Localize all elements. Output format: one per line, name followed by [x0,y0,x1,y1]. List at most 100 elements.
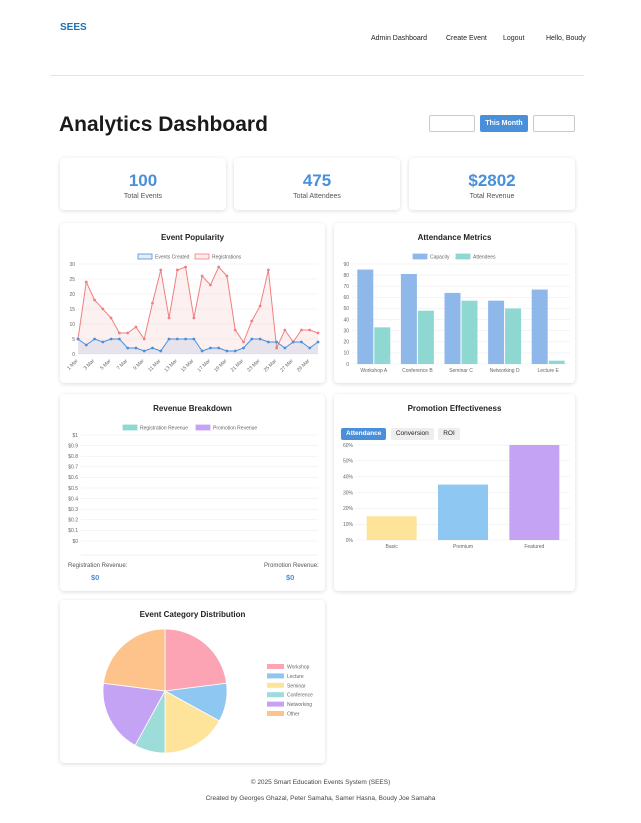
registrations-point [233,328,237,332]
legend-swatch [195,424,211,431]
x-tick-label: 15 Mar [180,358,195,373]
footer-copyright: © 2025 Smart Education Events System (SE… [250,779,391,786]
events-point [93,337,96,341]
registrations-point [275,346,279,350]
x-tick-label: Featured [524,544,544,550]
events-point [167,337,171,341]
bar-basic [366,516,417,540]
promotion-tabs: Attendance Conversion ROI [341,422,460,440]
revenue-breakdown-card: Revenue Breakdown $0 $0.1 $0.2 $0.3 $0.4 $0.5… [60,394,325,591]
registrations-point [283,328,287,332]
registrations-point [101,307,105,311]
range-button-prev[interactable] [429,115,475,132]
x-tick-label: Lecture E [537,368,559,374]
chart-title: Promotion Effectiveness [407,404,502,413]
bar-attendees [374,327,391,364]
legend-label: Capacity [430,255,450,261]
y-tick-label: 70 [343,284,349,290]
stat-value: $2802 [468,171,516,190]
legend-swatch [267,701,284,707]
registrations-point [217,265,221,269]
x-tick-label: Conference B [402,368,433,374]
nav-create-event[interactable]: Create Event [446,35,487,42]
y-tick-label: $0.3 [68,507,78,513]
x-tick-label: 5 Mar [99,358,113,372]
events-area [78,339,318,354]
pie-slice-seminar [164,690,220,754]
tab-conversion[interactable]: Conversion [390,428,434,440]
events-point [258,337,262,341]
legend-label: Attendees [473,255,496,261]
bar-attendees [461,300,478,364]
y-tick-label: 15 [69,307,75,313]
y-tick-label: 0% [346,538,354,544]
promotion-revenue-value: $0 [286,573,295,582]
registrations-point [300,328,303,332]
x-tick-label: Premium [453,544,473,550]
events-point [266,340,270,344]
tab-attendance[interactable]: Attendance [341,428,387,440]
events-point [250,337,254,341]
registrations-point [151,301,154,305]
x-tick-label: 1 Mar [66,358,80,372]
y-tick-label: 30 [343,328,349,334]
nav-divider [50,75,584,76]
registrations-point [134,325,138,329]
events-point [76,337,80,341]
footer-credits: Created by Georges Ghazal, Peter Samaha,… [205,795,436,802]
nav-logout[interactable]: Logout [503,35,525,42]
legend-swatch [122,424,138,431]
bar-attendees [505,308,522,364]
x-tick-label: 25 Mar [263,358,278,373]
bar-capacity [444,292,461,364]
x-tick-label: 19 Mar [213,358,228,373]
registrations-point [266,268,270,272]
y-tick-label: 90 [343,262,349,268]
legend-label: Workshop [287,665,310,671]
tab-roi[interactable]: ROI [438,428,460,440]
y-tick-label: 30% [343,490,354,496]
y-tick-label: $0.9 [68,443,78,449]
legend-label: Other [287,712,300,718]
y-tick-label: 10% [343,522,354,528]
events-point [151,346,154,350]
attendance-metrics-card: Attendance Metrics 0 10 20 30 40 50 60 70 80 90 Wo… [334,223,575,383]
pie-slice-other [103,628,166,692]
bar-capacity [488,300,505,364]
legend-swatch [412,253,428,260]
events-point [242,346,245,350]
x-tick-label: 17 Mar [197,358,212,373]
legend-swatch [455,253,471,260]
y-tick-label: 60% [343,443,354,449]
y-tick-label: 40% [343,474,354,480]
stat-value: 475 [302,171,332,190]
events-point [200,349,204,353]
events-point [283,346,287,350]
legend-swatch [194,253,210,260]
y-tick-label: $0.5 [68,486,78,492]
range-button-this-month[interactable]: This Month [480,115,528,132]
y-tick-label: $0.2 [68,518,78,524]
nav-admin-dashboard[interactable]: Admin Dashboard [371,35,428,42]
x-tick-label: 7 Mar [116,358,130,372]
attendance-metrics-chart: 0 10 20 30 40 50 60 70 80 90 Workshop A Conference … [343,253,570,374]
events-point [225,349,229,353]
chart-title: Event Popularity [160,233,225,242]
events-point [175,337,179,341]
brand-logo[interactable]: SEES [60,22,87,33]
x-tick-label: Workshop A [360,368,388,374]
y-tick-label: 10 [69,322,75,328]
x-tick-label: 23 Mar [246,358,261,373]
y-tick-label: $0.6 [68,475,78,481]
registrations-area [78,267,318,354]
events-point [233,349,237,353]
registrations-point [242,340,245,344]
registrations-point [200,274,204,278]
events-point [84,343,88,347]
registration-revenue-value: $0 [91,573,100,582]
range-button-next[interactable] [533,115,575,132]
x-tick-label: 3 Mar [83,358,97,372]
registrations-point [159,268,163,272]
event-popularity-chart: 0 5 10 15 20 25 30 1 Mar 3 Mar 5 Mar 7 Mar 9 Mar 11 … [66,253,320,373]
registrations-line [77,266,319,350]
